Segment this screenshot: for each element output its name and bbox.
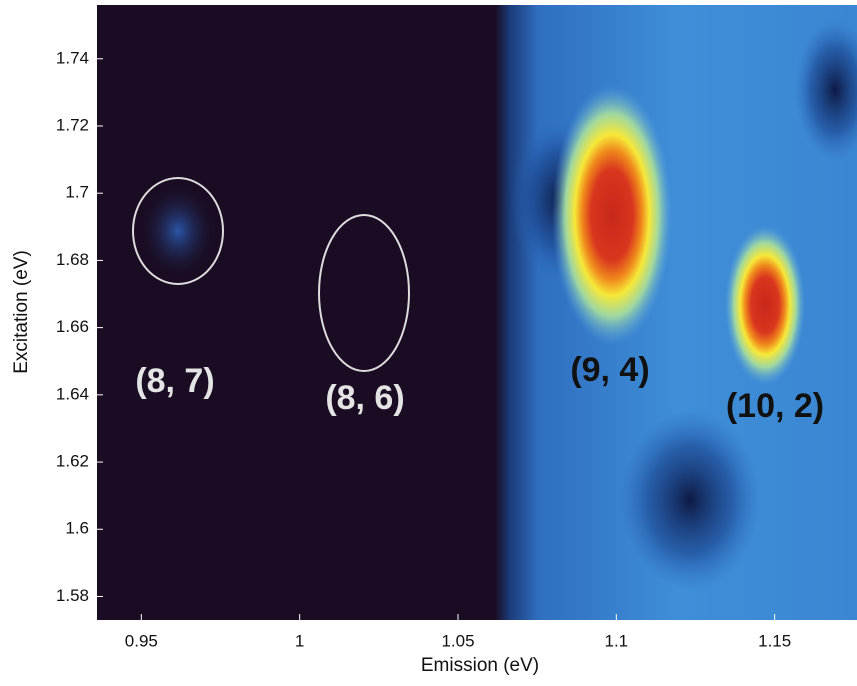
y-tick-label: 1.68 (56, 250, 89, 269)
y-tick-label: 1.74 (56, 48, 89, 67)
x-tick-label: 1.15 (758, 631, 791, 650)
x-axis-label: Emission (eV) (421, 655, 539, 676)
y-tick-label: 1.72 (56, 115, 89, 134)
y-tick-label: 1.62 (56, 452, 89, 471)
plot-area (97, 5, 857, 620)
y-tick-label: 1.58 (56, 586, 89, 605)
annotation: (10, 2) (726, 387, 824, 425)
annotation: (8, 6) (325, 379, 404, 417)
x-tick-label: 1 (295, 631, 304, 650)
y-tick-label: 1.66 (56, 317, 89, 336)
annotation: (9, 4) (570, 351, 649, 389)
y-tick-label: 1.6 (65, 519, 89, 538)
y-axis-label: Excitation (eV) (11, 250, 32, 374)
x-tick-label: 1.05 (441, 631, 474, 650)
y-tick-label: 1.64 (56, 384, 89, 403)
annotation: (8, 7) (135, 362, 214, 400)
x-tick-label: 0.95 (125, 631, 158, 650)
y-tick-label: 1.7 (65, 183, 89, 202)
x-tick-label: 1.1 (605, 631, 629, 650)
